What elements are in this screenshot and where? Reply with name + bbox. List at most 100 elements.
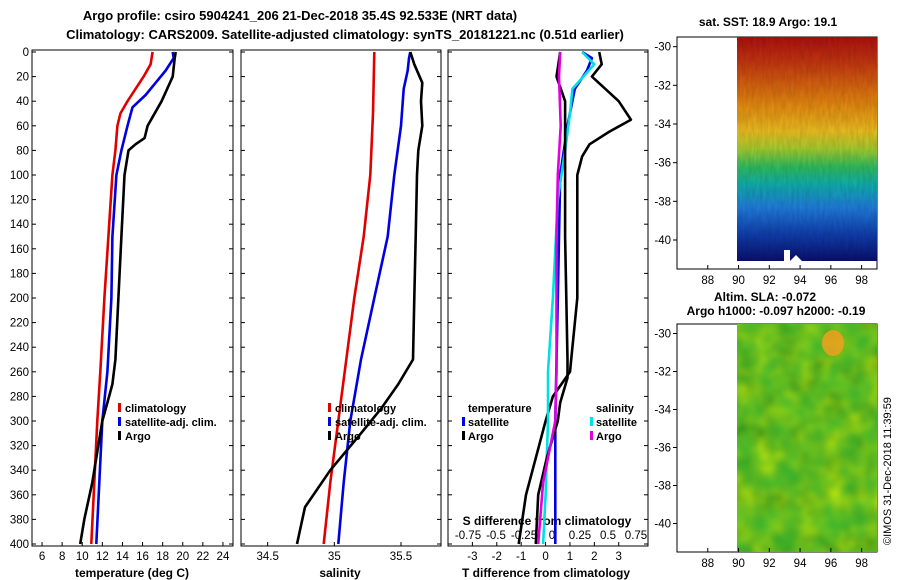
depth-tick-label: 380 [10,514,29,526]
x-tick-label: 18 [156,551,169,563]
map-x-tick-label: 92 [763,275,776,287]
x-tick-label: 10 [76,551,89,563]
map-x-tick-label: 90 [732,558,745,570]
depth-tick-label: 240 [10,342,29,354]
map-x-tick-label: 98 [855,275,868,287]
x-tick-label: 24 [217,551,230,563]
legend-satellite: satellite-adj. clim. [125,417,217,429]
depth-tick-label: 100 [10,170,29,182]
copyright-footer: ©IMOS 31-Dec-2018 11:39:59 [882,397,894,545]
map-x-tick-label: 94 [794,558,807,570]
salinity-x-ticks: 34.5 35 35.5 [256,542,412,563]
map-x-tick-label: 90 [732,275,745,287]
depth-tick-label: 320 [10,441,29,453]
map-y-tick-label: -32 [654,80,671,92]
map-y-tick-label: -36 [654,158,671,170]
s-tick-label: -0.5 [486,530,506,542]
legend-swatch-argo [590,431,593,440]
x-tick-label: 1 [567,551,573,563]
x-tick-label: 3 [616,551,622,563]
legend-swatch-satellite [590,417,593,426]
legend-swatch-argo [118,431,121,440]
map-y-tick-label: -34 [654,119,671,131]
sst-coast [784,250,802,261]
legend-satellite: satellite-adj. clim. [335,417,427,429]
map-x-tick-label: 96 [824,558,837,570]
sst-map-title: sat. SST: 18.9 Argo: 19.1 [699,15,838,29]
legend-swatch-climatology [118,403,121,412]
x-tick-label: 20 [176,551,189,563]
map-y-tick-label: -38 [654,481,671,493]
salinity-panel-frame [240,49,442,547]
legend-swatch-satellite [462,417,465,426]
legend-swatch-climatology [328,403,331,412]
sla-map-ticks: 88 90 92 94 96 98 -30 -32 -34 -36 -38 -40 [654,329,868,571]
depth-axis: 0 20 40 60 80 100 120 140 160 180 200 220 240 260 280 3… [10,47,648,551]
legend-argo: Argo [335,431,361,443]
depth-tick-label: 180 [10,268,29,280]
difference-legend: temperature satellite Argo salinity sate… [462,403,637,443]
map-y-tick-label: -32 [654,367,671,379]
depth-tick-label: 300 [10,416,29,428]
sla-high [822,330,844,356]
depth-tick-label: 140 [10,219,29,231]
depth-tick-label: 0 [23,47,29,59]
legend-swatch-satellite [328,417,331,426]
title-line-2: Climatology: CARS2009. Satellite-adjuste… [66,27,624,42]
x-tick-label: 14 [116,551,129,563]
depth-tick-label: 20 [16,72,29,84]
depth-tick-label: 160 [10,244,29,256]
s-tick-label: 0 [549,530,555,542]
temperature-series [78,51,177,545]
s-tick-label: 0.5 [600,530,616,542]
sst-texture [737,37,877,261]
legend-swatch-argo [462,431,465,440]
depth-tick-label: 200 [10,293,29,305]
legend-temperature: temperature [468,403,532,415]
legend-climatology: climatology [125,403,187,415]
x-tick-label: 12 [96,551,109,563]
map-y-tick-label: -40 [654,519,671,531]
x-tick-label: 16 [136,551,149,563]
map-x-tick-label: 94 [794,275,807,287]
sla-texture [737,324,877,552]
map-x-tick-label: 96 [824,275,837,287]
legend-climatology: climatology [335,403,397,415]
series-satellite-adj-clim- [337,51,412,545]
legend-argo: Argo [468,431,494,443]
title-line-1: Argo profile: csiro 5904241_206 21-Dec-2… [83,8,517,23]
x-tick-label: 34.5 [256,551,278,563]
legend-salinity: salinity [596,403,635,415]
map-y-tick-label: -38 [654,196,671,208]
series-salinity-diff [536,51,563,545]
series-climatology [322,51,376,545]
depth-tick-label: 40 [16,96,29,108]
s-tick-label: -0.25 [511,530,537,542]
map-x-tick-label: 98 [855,558,868,570]
s-tick-label: 0.75 [625,530,647,542]
series-climatology [90,51,154,545]
map-x-tick-label: 88 [701,275,714,287]
series-satellite-adj-clim- [95,51,175,545]
x-tick-label: -1 [516,551,526,563]
series-temperature-argo [517,51,633,545]
sst-map-image [737,37,877,261]
x-tick-label: 35.5 [390,551,412,563]
x-tick-label: 2 [591,551,597,563]
s-difference-ticks: -0.75 -0.5 -0.25 0 0.25 0.5 0.75 [455,530,647,542]
map-x-tick-label: 92 [763,558,776,570]
s-tick-label: -0.75 [455,530,481,542]
series-temperature-satellite-diff [541,51,596,545]
difference-axis-label: T difference from climatology [462,566,630,580]
depth-tick-label: 360 [10,490,29,502]
legend-swatch-argo [328,431,331,440]
difference-series [517,50,633,545]
map-y-tick-label: -30 [654,42,671,54]
depth-tick-label: 220 [10,318,29,330]
temperature-legend: climatology satellite-adj. clim. Argo [118,403,217,443]
s-difference-label: S difference from climatology [463,514,632,528]
depth-tick-label: 260 [10,367,29,379]
sla-map-subtitle: Argo h1000: -0.097 h2000: -0.19 [687,304,866,318]
depth-tick-label: 340 [10,465,29,477]
